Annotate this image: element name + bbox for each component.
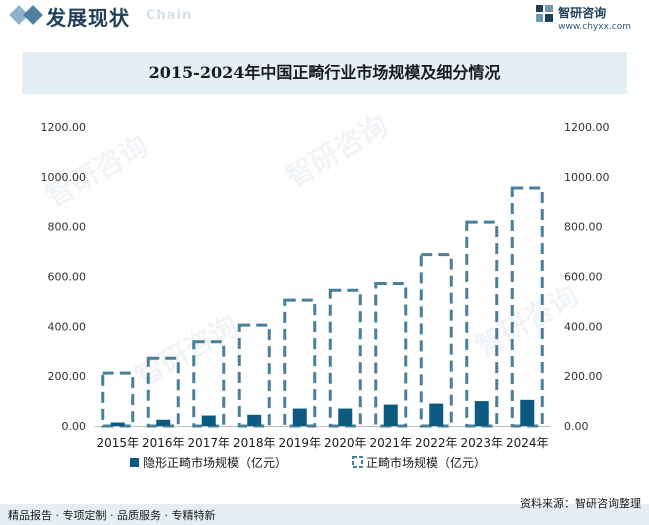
x-tick-label: 2018年 (233, 436, 276, 450)
y-tick-label-right: 400.00 (564, 320, 603, 333)
y-tick-label-right: 0.00 (564, 420, 589, 433)
y-tick-label-left: 200.00 (48, 370, 87, 383)
x-tick-label: 2015年 (96, 436, 139, 450)
footer-tagline: 精品报告 · 专项定制 · 品质服务 · 专精特新 (8, 509, 216, 522)
legend-swatch-orthodontic (352, 456, 363, 468)
bar-orthodontic-market (146, 356, 180, 428)
y-tick-label-left: 400.00 (48, 320, 87, 333)
bar-orthodontic-market (237, 323, 271, 428)
x-tick-label: 2022年 (415, 436, 458, 450)
y-tick-label-left: 1000.00 (41, 171, 87, 184)
bar-orthodontic-market (419, 253, 453, 428)
bar-orthodontic-market (283, 298, 317, 428)
brand-block: 智研咨询 www.chyxx.com (536, 4, 631, 32)
x-tick-label: 2023年 (460, 436, 503, 450)
bar-clear-aligner-market (156, 419, 171, 426)
legend-label-orthodontic: 正畸市场规模（亿元） (366, 455, 486, 470)
bar-clear-aligner-market (292, 408, 307, 426)
bar-clear-aligner-market (520, 399, 535, 426)
brand-name: 智研咨询 (558, 6, 607, 20)
bar-clear-aligner-market (247, 414, 262, 426)
bar-orthodontic-market (465, 220, 499, 428)
x-tick-label: 2019年 (278, 436, 321, 450)
y-tick-label-right: 1000.00 (564, 171, 610, 184)
x-tick-label: 2020年 (324, 436, 367, 450)
bar-clear-aligner-market (474, 401, 489, 426)
y-tick-label-right: 600.00 (564, 271, 603, 284)
bar-clear-aligner-market (429, 403, 444, 426)
bar-orthodontic-market (192, 340, 226, 428)
bar-clear-aligner-market (110, 422, 125, 426)
chart-title-band: 2015-2024年中国正畸行业市场规模及细分情况 (22, 52, 627, 94)
brand-logo-icon (536, 5, 554, 22)
x-tick-label: 2024年 (506, 436, 549, 450)
y-tick-label-right: 800.00 (564, 221, 603, 234)
bar-orthodontic-market (510, 186, 544, 428)
bar-orthodontic-market (328, 288, 362, 428)
brand-url: www.chyxx.com (558, 22, 631, 32)
x-tick-label: 2016年 (142, 436, 185, 450)
y-tick-label-left: 600.00 (48, 271, 87, 284)
bar-orthodontic-market (101, 371, 135, 428)
y-tick-label-right: 1200.00 (564, 121, 610, 134)
footer-bar: 精品报告 · 专项定制 · 品质服务 · 专精特新 (0, 504, 649, 525)
legend-label-clear-aligner: 隐形正畸市场规模（亿元） (143, 455, 287, 470)
bar-clear-aligner-market (383, 404, 398, 426)
bar-clear-aligner-market (201, 415, 216, 426)
source-note: 资料来源：智研咨询整理 (520, 497, 641, 510)
bar-clear-aligner-market (338, 408, 353, 426)
x-tick-label: 2021年 (369, 436, 412, 450)
section-subtitle: Chain (146, 8, 193, 23)
y-tick-label-left: 1200.00 (41, 121, 87, 134)
x-tick-label: 2017年 (187, 436, 230, 450)
y-tick-label-right: 200.00 (564, 370, 603, 383)
chart-title: 2015-2024年中国正畸行业市场规模及细分情况 (148, 63, 501, 82)
section-title: 发展现状 (46, 6, 130, 30)
section-header: 发展现状 Chain 智研咨询 www.chyxx.com (0, 0, 649, 36)
legend-swatch-clear-aligner (130, 458, 139, 467)
y-tick-label-left: 800.00 (48, 221, 87, 234)
y-tick-label-left: 0.00 (62, 420, 87, 433)
